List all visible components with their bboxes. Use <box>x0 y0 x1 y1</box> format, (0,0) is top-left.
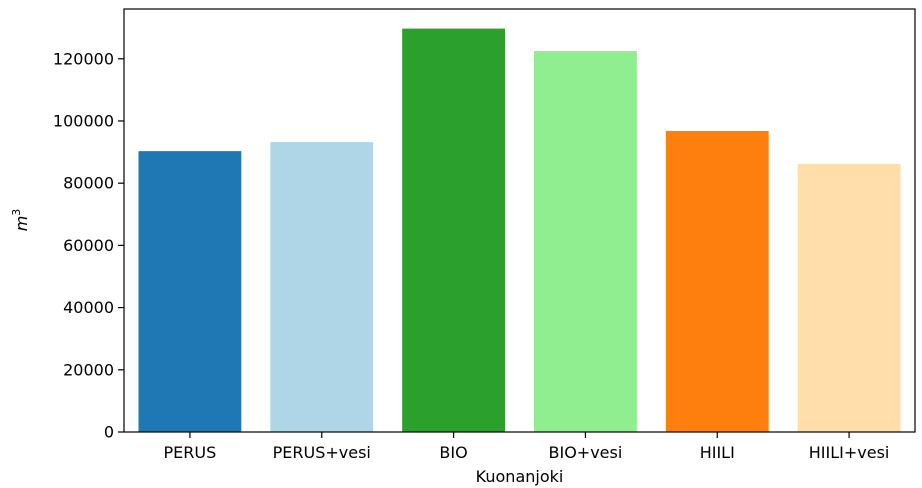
y-tick-label: 0 <box>104 423 114 442</box>
x-tick-label: BIO+vesi <box>549 443 623 462</box>
x-tick-label: BIO <box>439 443 467 462</box>
x-axis-ticks: PERUS PERUS+vesi BIO BIO+vesi HIILI HIILI+ves… <box>164 432 890 462</box>
y-tick-label: 100000 <box>53 111 114 130</box>
x-tick-label: PERUS+vesi <box>273 443 371 462</box>
y-axis-label-base: m <box>12 216 31 232</box>
y-tick-label: 120000 <box>53 49 114 68</box>
y-tick-label: 80000 <box>63 174 114 193</box>
bars-group <box>138 28 901 433</box>
y-tick-label: 40000 <box>63 298 114 317</box>
x-axis-label: Kuonanjoki <box>476 467 564 486</box>
bar-hiili-vesi <box>797 163 901 433</box>
bar-perus-vesi <box>270 142 374 432</box>
bar-bio-vesi <box>534 50 637 432</box>
bar-bio <box>402 28 505 433</box>
plot-area-frame <box>123 8 916 433</box>
y-tick-label: 20000 <box>63 360 114 379</box>
bar-hiili <box>665 130 769 432</box>
y-axis-ticks: 0 20000 40000 60000 80000 100000 120000 <box>53 49 124 442</box>
x-tick-label: HIILI <box>700 443 735 462</box>
y-tick-label: 60000 <box>63 236 114 255</box>
y-axis-label: m3 <box>10 209 31 232</box>
x-tick-label: HIILI+vesi <box>809 443 890 462</box>
bar-perus <box>138 151 242 432</box>
y-axis-label-exponent: 3 <box>10 209 23 216</box>
x-tick-label: PERUS <box>164 443 217 462</box>
